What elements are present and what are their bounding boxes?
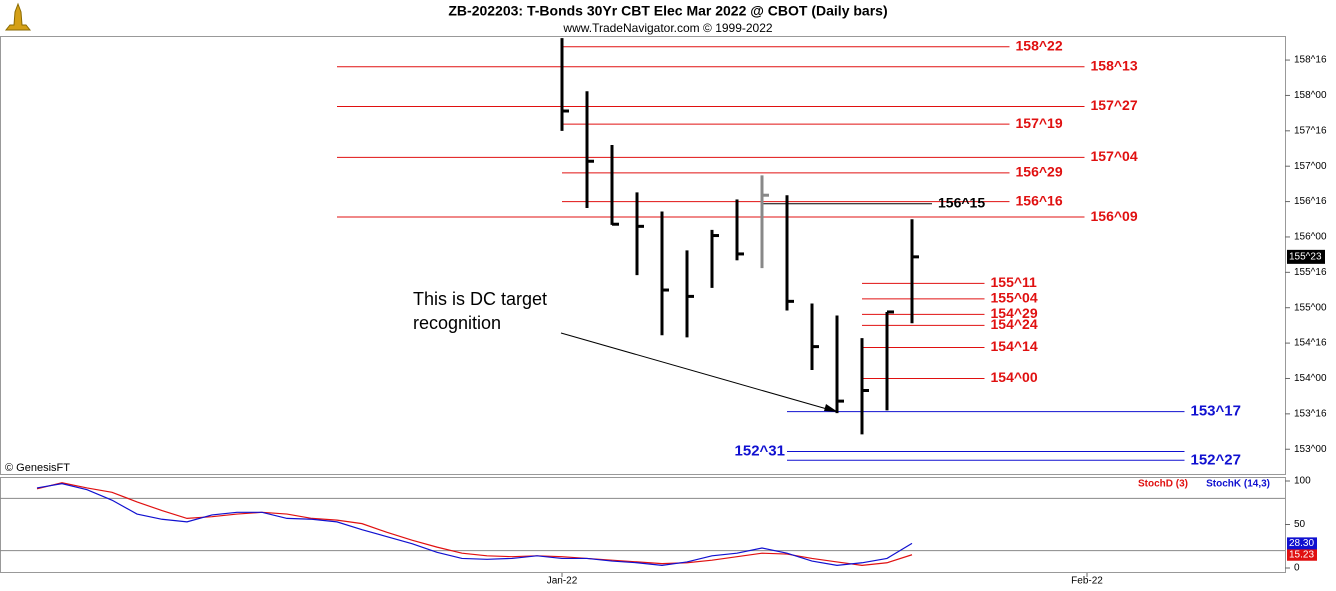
title: ZB-202203: T-Bonds 30Yr CBT Elec Mar 202… — [448, 3, 887, 19]
credit: © GenesisFT — [5, 462, 70, 474]
level-label: 156^15 — [938, 194, 985, 210]
level-label: 154^24 — [991, 316, 1038, 332]
y-tick-label: 154^00 — [1294, 373, 1327, 384]
last-value-label: 15.23 — [1289, 549, 1314, 560]
y-tick-label: 157^16 — [1294, 125, 1327, 136]
y-tick-label: 100 — [1294, 476, 1311, 487]
y-tick-label: 155^00 — [1294, 302, 1327, 313]
last-value-box — [1287, 537, 1317, 550]
y-tick-label: 50 — [1294, 519, 1306, 530]
level-label: 157^19 — [1016, 115, 1063, 131]
level-label: 152^27 — [1191, 451, 1241, 468]
level-label: 153^17 — [1191, 403, 1241, 420]
level-label: 155^11 — [991, 274, 1038, 290]
legend-entry: StochK (14,3) — [1206, 479, 1270, 490]
level-label: 154^29 — [991, 305, 1038, 321]
last-price-label: 155^23 — [1289, 251, 1322, 262]
subtitle: www.TradeNavigator.com © 1999-2022 — [562, 21, 772, 35]
stoch-line — [36, 482, 913, 566]
x-tick-label: Jan-22 — [547, 576, 578, 587]
legend-entry: StochD (3) — [1138, 479, 1188, 490]
last-value-label: 28.30 — [1289, 538, 1314, 549]
level-label: 156^16 — [1016, 192, 1063, 208]
logo — [4, 2, 32, 31]
y-tick-label: 156^16 — [1294, 196, 1327, 207]
annotation: recognition — [413, 313, 501, 333]
last-value-box — [1287, 548, 1317, 561]
y-tick-label: 0 — [1294, 563, 1300, 574]
level-label: 158^22 — [1016, 37, 1063, 53]
price-panel — [0, 36, 1286, 475]
level-label: 154^00 — [991, 369, 1038, 385]
y-tick-label: 153^16 — [1294, 408, 1327, 419]
level-label: 157^27 — [1091, 97, 1138, 113]
y-tick-label: 157^00 — [1294, 161, 1327, 172]
annotation: This is DC target — [413, 289, 547, 309]
level-label: 152^31 — [735, 442, 785, 459]
arrow-head — [824, 404, 838, 412]
level-label: 155^04 — [991, 290, 1038, 306]
y-tick-label: 155^16 — [1294, 267, 1327, 278]
y-tick-label: 158^00 — [1294, 90, 1327, 101]
y-tick-label: 158^16 — [1294, 55, 1327, 66]
level-label: 156^09 — [1091, 208, 1138, 224]
last-price-box — [1287, 249, 1325, 264]
y-tick-label: 156^00 — [1294, 232, 1327, 243]
y-tick-label: 154^16 — [1294, 338, 1327, 349]
level-label: 154^14 — [991, 338, 1038, 354]
level-label: 156^29 — [1016, 164, 1063, 180]
level-label: 158^13 — [1091, 57, 1138, 73]
y-tick-label: 153^00 — [1294, 444, 1327, 455]
stoch-line — [36, 482, 913, 566]
annotation-arrow — [560, 332, 835, 412]
level-label: 157^04 — [1091, 148, 1138, 164]
x-tick-label: Feb-22 — [1071, 576, 1103, 587]
